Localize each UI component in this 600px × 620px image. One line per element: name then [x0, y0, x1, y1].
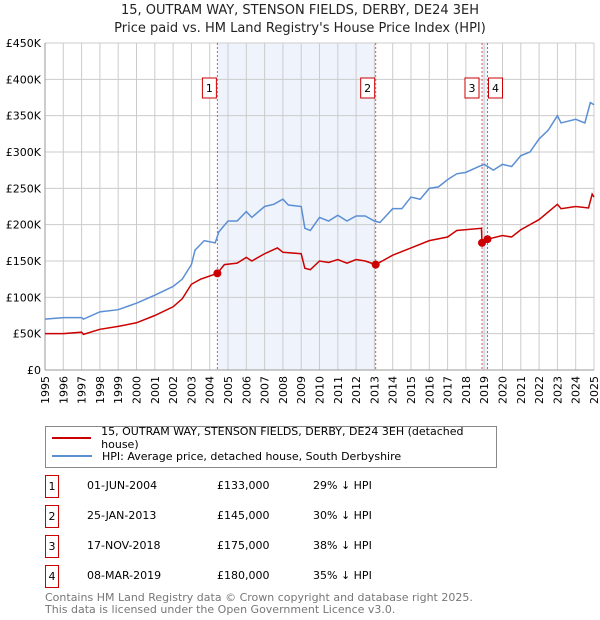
x-tick-label: 2000	[131, 376, 144, 404]
x-tick-label: 2021	[515, 376, 528, 404]
legend-item-hpi: HPI: Average price, detached house, Sout…	[52, 447, 401, 465]
x-tick-label: 2008	[277, 376, 290, 404]
sale-price: £175,000	[217, 539, 270, 552]
y-tick-label: £400K	[6, 73, 42, 86]
sale-label-box	[360, 77, 376, 99]
series-line	[44, 101, 595, 321]
x-tick-label: 2011	[332, 376, 345, 404]
x-tick-label: 1999	[112, 376, 125, 404]
sale-hpi-diff: 30% ↓ HPI	[313, 509, 372, 522]
y-tick-label: £450K	[6, 37, 42, 50]
sale-date: 01-JUN-2004	[87, 479, 158, 492]
series-line	[45, 192, 595, 336]
x-tick-label: 2014	[387, 376, 400, 404]
sale-label-box	[464, 77, 480, 99]
x-tick-label: 2010	[314, 376, 327, 404]
x-tick-label: 2018	[460, 376, 473, 404]
footer-line-1: Contains HM Land Registry data © Crown c…	[45, 591, 473, 604]
sale-point	[371, 260, 380, 269]
sale-hpi-diff: 29% ↓ HPI	[313, 479, 372, 492]
legend-label-property: 15, OUTRAM WAY, STENSON FIELDS, DERBY, D…	[101, 425, 464, 451]
sale-number: 1	[45, 475, 59, 498]
sale-price: £145,000	[217, 509, 270, 522]
sale-hpi-diff: 38% ↓ HPI	[313, 539, 372, 552]
legend-item-property: 15, OUTRAM WAY, STENSON FIELDS, DERBY, D…	[52, 425, 496, 451]
sale-label-box	[201, 77, 217, 99]
sale-label: 3	[469, 82, 476, 95]
footer: Contains HM Land Registry data © Crown c…	[45, 592, 473, 616]
sale-label: 2	[364, 82, 371, 95]
sale-date: 25-JAN-2013	[87, 509, 157, 522]
y-tick-label: £0	[27, 364, 41, 377]
y-tick-label: £50K	[13, 328, 42, 341]
x-tick-label: 2017	[442, 376, 455, 404]
y-tick-label: £100K	[6, 291, 42, 304]
sale-point	[483, 235, 492, 244]
sale-price: £133,000	[217, 479, 270, 492]
x-tick-label: 2012	[350, 376, 363, 404]
x-tick-label: 1998	[94, 376, 107, 404]
x-tick-label: 2002	[167, 376, 180, 404]
y-tick-label: £250K	[6, 182, 42, 195]
x-tick-label: 2019	[478, 376, 491, 404]
sale-label: 1	[206, 82, 213, 95]
x-tick-label: 2025	[588, 376, 600, 404]
legend: 15, OUTRAM WAY, STENSON FIELDS, DERBY, D…	[45, 425, 497, 468]
chart-title: 15, OUTRAM WAY, STENSON FIELDS, DERBY, D…	[120, 3, 480, 18]
x-tick-label: 2023	[551, 376, 564, 404]
y-tick-label: £300K	[6, 146, 42, 159]
chart-subtitle: Price paid vs. HM Land Registry's House …	[114, 21, 486, 36]
x-tick-label: 2009	[295, 376, 308, 404]
shaded-period	[482, 43, 488, 370]
sale-point	[213, 269, 222, 278]
x-tick-label: 2001	[149, 376, 162, 404]
y-tick-label: £200K	[6, 219, 42, 232]
x-tick-label: 2020	[497, 376, 510, 404]
x-tick-label: 1997	[76, 376, 89, 404]
legend-swatch-red	[52, 437, 92, 439]
x-tick-label: 2006	[240, 376, 253, 404]
x-tick-label: 2003	[185, 376, 198, 404]
x-tick-label: 2024	[570, 376, 583, 404]
x-tick-label: 2013	[368, 376, 381, 404]
sale-hpi-diff: 35% ↓ HPI	[313, 569, 372, 582]
sale-price: £180,000	[217, 569, 270, 582]
x-tick-label: 2007	[259, 376, 272, 404]
x-tick-label: 2005	[222, 376, 235, 404]
footer-line-2: This data is licensed under the Open Gov…	[45, 603, 396, 616]
sale-date: 17-NOV-2018	[87, 539, 161, 552]
x-tick-label: 2016	[423, 376, 436, 404]
x-tick-label: 1995	[39, 376, 52, 404]
sale-label: 4	[492, 82, 499, 95]
x-tick-label: 2004	[204, 376, 217, 404]
sale-number: 2	[45, 505, 59, 528]
sale-date: 08-MAR-2019	[87, 569, 162, 582]
sale-number: 4	[45, 565, 59, 588]
y-tick-label: £150K	[6, 255, 42, 268]
price-chart: 1995 1996 1997 1998 1999 2000 2001 2002 2003 2004…	[6, 37, 600, 404]
sale-label-box	[487, 77, 503, 99]
x-tick-label: 1996	[57, 376, 70, 404]
x-tick-label: 2015	[405, 376, 418, 404]
x-tick-label: 2022	[533, 376, 546, 404]
legend-swatch-blue	[52, 455, 92, 457]
y-tick-label: £350K	[6, 110, 42, 123]
sale-number: 3	[45, 535, 59, 558]
legend-label-hpi: HPI: Average price, detached house, Sout…	[102, 449, 402, 463]
